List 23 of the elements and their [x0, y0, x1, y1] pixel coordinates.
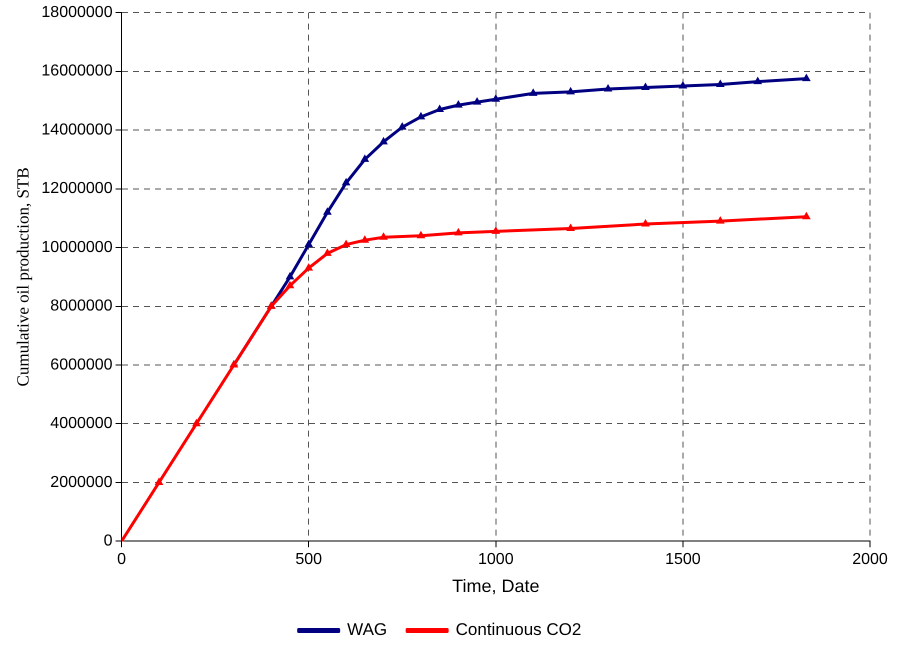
y-tick-label: 14000000 — [41, 121, 113, 138]
point — [156, 478, 162, 485]
x-axis-title: Time, Date — [452, 576, 540, 596]
y-tick-label: 18000000 — [41, 4, 113, 22]
y-tick-label: 4000000 — [50, 415, 113, 432]
point — [567, 224, 574, 231]
x-tick-label: 1500 — [665, 551, 701, 568]
y-tick-label: 8000000 — [50, 298, 113, 315]
point — [642, 84, 649, 90]
x-tick-label: 2000 — [852, 551, 888, 568]
x-tick-label: 0 — [117, 551, 126, 568]
x-tick-label: 1000 — [478, 551, 514, 568]
y-tick-label: 0 — [104, 532, 113, 550]
point — [604, 85, 612, 92]
y-axis-title: Cumulative oil production, STB — [14, 167, 33, 386]
y-tick-label: 16000000 — [41, 62, 113, 80]
y-tick-label: 12000000 — [41, 180, 113, 198]
x-tick-label: 500 — [295, 551, 322, 568]
y-tick-label: 2000000 — [50, 474, 113, 491]
legend-label: WAG — [347, 620, 388, 640]
legend-label: Continuous CO2 — [456, 620, 582, 640]
y-tick-label: 6000000 — [50, 356, 113, 374]
y-tick-label: 10000000 — [41, 238, 113, 256]
